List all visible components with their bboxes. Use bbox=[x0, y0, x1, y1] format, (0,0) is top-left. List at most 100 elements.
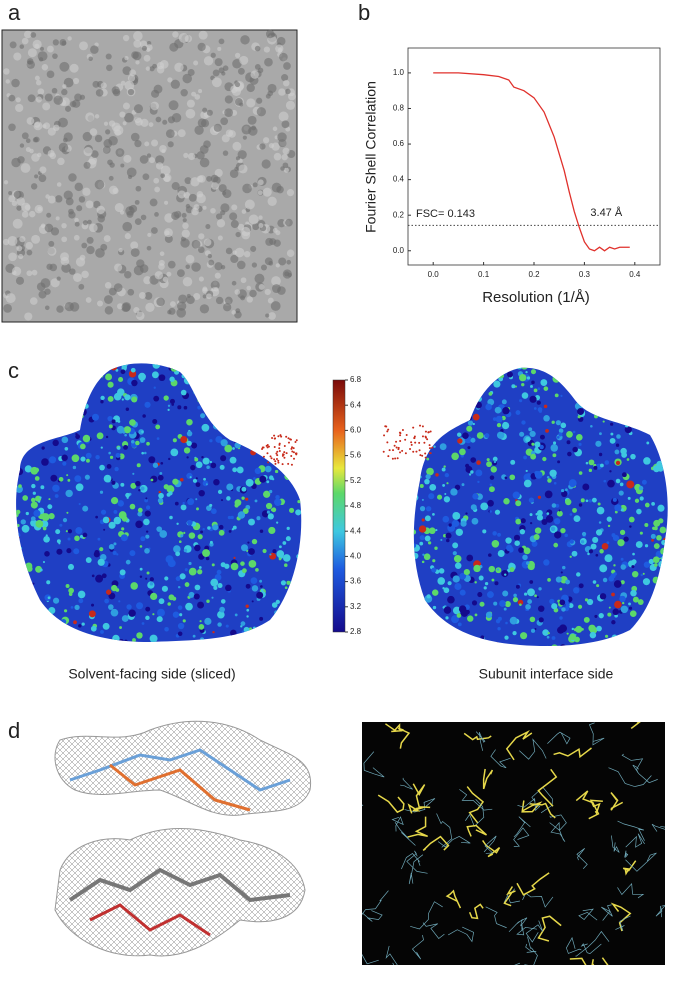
speckle bbox=[450, 373, 457, 379]
speckle bbox=[453, 554, 462, 563]
speckle bbox=[306, 463, 312, 469]
speckle bbox=[530, 453, 537, 460]
speckle bbox=[176, 522, 179, 525]
speckle bbox=[639, 531, 643, 535]
speckle bbox=[169, 515, 173, 520]
trace bbox=[465, 798, 485, 828]
speckle bbox=[647, 396, 655, 404]
particle bbox=[33, 121, 43, 131]
speckle bbox=[206, 465, 210, 470]
particle bbox=[229, 169, 239, 178]
particle bbox=[73, 273, 82, 282]
particle bbox=[12, 266, 22, 276]
panel-label: d bbox=[8, 718, 20, 743]
speckle bbox=[640, 392, 648, 400]
speckle bbox=[212, 363, 219, 370]
particle bbox=[96, 205, 105, 215]
speckle bbox=[285, 363, 294, 366]
particle bbox=[37, 206, 43, 212]
speckle bbox=[263, 373, 271, 381]
particle bbox=[30, 183, 38, 190]
speckle bbox=[427, 431, 430, 434]
speckle bbox=[383, 434, 386, 437]
speckle bbox=[530, 521, 533, 525]
speckle bbox=[37, 401, 43, 406]
trace bbox=[490, 749, 511, 769]
speckle bbox=[282, 541, 287, 545]
speckle bbox=[30, 497, 36, 503]
speckle bbox=[149, 634, 158, 642]
trace bbox=[575, 930, 610, 957]
speckle bbox=[443, 606, 452, 614]
speckle bbox=[275, 452, 278, 455]
speckle bbox=[604, 634, 609, 638]
speckle bbox=[276, 450, 279, 453]
speckle bbox=[387, 428, 390, 431]
speckle bbox=[577, 415, 581, 419]
speckle bbox=[591, 497, 597, 503]
speckle bbox=[30, 466, 39, 475]
speckle bbox=[82, 532, 88, 538]
particle bbox=[35, 96, 42, 103]
speckle bbox=[293, 432, 300, 438]
speckle bbox=[289, 507, 295, 513]
speckle bbox=[217, 622, 222, 627]
speckle bbox=[145, 505, 151, 510]
trace bbox=[422, 922, 445, 939]
x-tick-label: 0.0 bbox=[428, 270, 440, 279]
speckle bbox=[656, 367, 661, 370]
speckle bbox=[29, 646, 34, 651]
speckle bbox=[120, 534, 128, 542]
speckle bbox=[260, 413, 268, 422]
speckle bbox=[170, 364, 178, 372]
speckle bbox=[91, 413, 100, 421]
density-traces bbox=[362, 722, 665, 965]
speckle bbox=[195, 461, 203, 469]
speckle bbox=[594, 367, 602, 372]
speckle bbox=[156, 616, 163, 623]
particle bbox=[130, 132, 140, 142]
resolution-label: 3.47 Å bbox=[590, 206, 622, 219]
particle bbox=[159, 251, 165, 257]
speckle bbox=[509, 567, 515, 573]
particle bbox=[153, 84, 163, 94]
speckle bbox=[493, 380, 501, 388]
speckle bbox=[55, 529, 61, 535]
particle bbox=[161, 149, 166, 154]
speckle bbox=[250, 449, 257, 456]
speckle bbox=[551, 603, 558, 610]
speckle bbox=[100, 446, 103, 449]
speckle bbox=[585, 393, 594, 402]
particle bbox=[275, 44, 284, 53]
speckle bbox=[203, 477, 206, 481]
particle bbox=[11, 200, 18, 207]
speckle bbox=[418, 449, 421, 452]
speckle bbox=[617, 539, 625, 547]
speckle bbox=[653, 519, 661, 527]
speckle bbox=[421, 518, 425, 522]
particle bbox=[283, 79, 290, 87]
speckle bbox=[486, 591, 494, 599]
speckle bbox=[195, 498, 198, 501]
particle bbox=[78, 196, 86, 203]
speckle bbox=[254, 631, 259, 637]
speckle bbox=[398, 431, 401, 434]
particle bbox=[222, 65, 229, 72]
particle bbox=[262, 187, 272, 197]
speckle bbox=[47, 647, 50, 650]
speckle bbox=[667, 514, 668, 520]
speckle bbox=[634, 626, 641, 633]
particle bbox=[167, 141, 174, 148]
speckle bbox=[494, 509, 501, 515]
speckle bbox=[200, 530, 204, 534]
speckle bbox=[573, 368, 576, 372]
caption: Solvent-facing side (sliced) bbox=[68, 666, 235, 682]
speckle bbox=[580, 498, 585, 503]
speckle bbox=[445, 403, 454, 411]
particle bbox=[278, 111, 289, 122]
speckle bbox=[425, 474, 431, 480]
speckle bbox=[474, 371, 480, 377]
speckle bbox=[659, 526, 667, 534]
speckle bbox=[394, 457, 397, 460]
particle bbox=[26, 58, 34, 65]
